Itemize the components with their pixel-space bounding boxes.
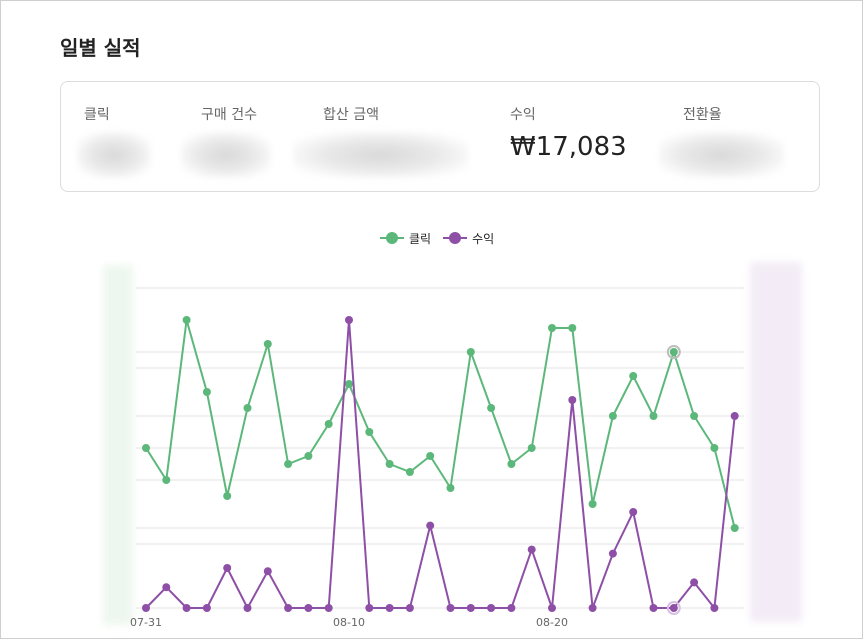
metric-value-conversion-rate-blurred [659, 132, 784, 178]
point-clicks-9 [324, 420, 333, 428]
point-revenue-4 [223, 564, 232, 572]
legend-marker-clicks [380, 232, 404, 244]
point-clicks-19 [527, 444, 536, 452]
x-tick-label: 07-31 [130, 616, 162, 629]
point-revenue-27 [690, 578, 699, 587]
point-clicks-18 [507, 460, 516, 468]
point-revenue-3 [202, 604, 211, 612]
legend-label-revenue: 수익 [472, 231, 495, 246]
point-revenue-11 [365, 604, 374, 612]
point-clicks-3 [202, 388, 211, 396]
point-clicks-16 [466, 348, 475, 356]
point-revenue-28 [710, 604, 719, 612]
metric-label-purchases: 구매 건수 [201, 107, 257, 123]
point-revenue-7 [284, 604, 293, 612]
point-revenue-20 [548, 604, 556, 612]
point-clicks-15 [446, 484, 455, 492]
point-revenue-13 [405, 604, 414, 612]
point-clicks-24 [629, 372, 638, 380]
point-revenue-2 [182, 604, 191, 612]
point-clicks-17 [487, 404, 496, 412]
point-clicks-26 [669, 348, 678, 356]
point-clicks-13 [405, 468, 414, 476]
point-revenue-29 [730, 412, 739, 420]
point-revenue-9 [324, 604, 333, 612]
point-clicks-21 [568, 324, 577, 332]
point-revenue-6 [263, 567, 272, 576]
point-revenue-17 [487, 604, 496, 612]
metric-value-revenue: ₩17,083 [510, 132, 627, 162]
point-revenue-10 [345, 316, 353, 324]
legend-item-revenue[interactable]: 수익 [443, 230, 494, 247]
left-axis-blurred [103, 265, 133, 625]
point-revenue-1 [162, 583, 171, 592]
point-clicks-12 [385, 460, 394, 468]
point-clicks-29 [730, 524, 739, 532]
point-clicks-11 [365, 428, 374, 436]
metric-label-clicks: 클릭 [84, 107, 110, 123]
point-clicks-1 [162, 476, 171, 484]
hover-highlight-revenue [666, 601, 681, 615]
series-line-clicks [145, 319, 736, 529]
metric-label-revenue: 수익 [510, 107, 536, 123]
metric-label-conversion-rate: 전환율 [683, 107, 722, 123]
point-revenue-23 [608, 549, 617, 558]
point-revenue-12 [385, 604, 394, 612]
right-axis-blurred [750, 262, 802, 622]
x-tick-label: 08-20 [536, 616, 568, 629]
point-revenue-19 [527, 545, 536, 554]
point-revenue-15 [446, 604, 455, 612]
point-clicks-5 [243, 404, 252, 412]
x-tick-label: 08-10 [333, 616, 365, 629]
point-revenue-18 [507, 604, 516, 612]
point-revenue-14 [426, 521, 435, 530]
point-clicks-22 [588, 500, 597, 508]
point-clicks-23 [608, 412, 617, 420]
point-clicks-14 [426, 452, 435, 460]
point-revenue-8 [304, 604, 313, 612]
point-clicks-4 [223, 492, 232, 500]
point-revenue-25 [649, 604, 658, 612]
point-clicks-2 [182, 316, 191, 324]
legend-label-clicks: 클릭 [409, 231, 432, 246]
point-revenue-0 [142, 604, 150, 612]
metric-value-clicks-blurred [77, 132, 151, 178]
point-revenue-5 [243, 604, 252, 612]
legend-marker-revenue [443, 232, 468, 244]
summary-card: 클릭 구매 건수 합산 금액 수익 ₩17,083 전환율 [60, 81, 820, 192]
chart-legend: 클릭 수익 [380, 228, 506, 248]
point-clicks-27 [690, 412, 699, 420]
point-clicks-20 [548, 324, 556, 332]
legend-item-clicks[interactable]: 클릭 [380, 230, 431, 247]
point-revenue-21 [568, 396, 577, 404]
point-clicks-28 [710, 444, 719, 452]
point-clicks-8 [304, 452, 313, 460]
metric-value-purchases-blurred [181, 132, 271, 178]
metric-value-total-amount-blurred [293, 132, 468, 178]
point-clicks-6 [263, 340, 272, 348]
point-clicks-0 [142, 444, 150, 452]
point-revenue-26 [669, 604, 678, 612]
point-clicks-25 [649, 412, 658, 420]
series-line-revenue [145, 319, 736, 611]
point-clicks-7 [284, 460, 293, 468]
point-revenue-24 [629, 508, 638, 516]
metric-label-total-amount: 합산 금액 [323, 107, 379, 123]
point-revenue-22 [588, 604, 597, 612]
point-clicks-10 [345, 380, 353, 388]
page-title: 일별 실적 [60, 36, 141, 60]
hover-highlight-clicks [666, 345, 681, 359]
point-revenue-16 [466, 604, 475, 612]
